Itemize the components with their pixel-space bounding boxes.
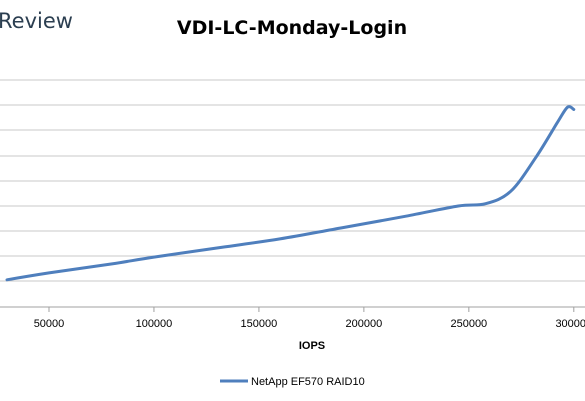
logo-text: Review	[0, 9, 73, 33]
series-line-netapp-ef570-raid10	[5, 105, 576, 282]
x-axis-title: IOPS	[299, 340, 325, 352]
legend: NetApp EF570 RAID10	[220, 376, 365, 388]
x-tick-label: 50000	[34, 318, 65, 330]
x-tick-label: 300000	[555, 318, 585, 330]
x-tick-label: 200000	[346, 318, 383, 330]
x-tick-label: 100000	[136, 318, 173, 330]
x-axis-ticks: 50000 100000 150000 200000 250000 300000	[34, 307, 585, 330]
x-tick-label: 250000	[450, 318, 487, 330]
x-tick-label: 150000	[241, 318, 278, 330]
gridlines	[0, 79, 585, 282]
legend-label: NetApp EF570 RAID10	[251, 376, 365, 388]
chart-title: VDI-LC-Monday-Login	[177, 17, 407, 39]
